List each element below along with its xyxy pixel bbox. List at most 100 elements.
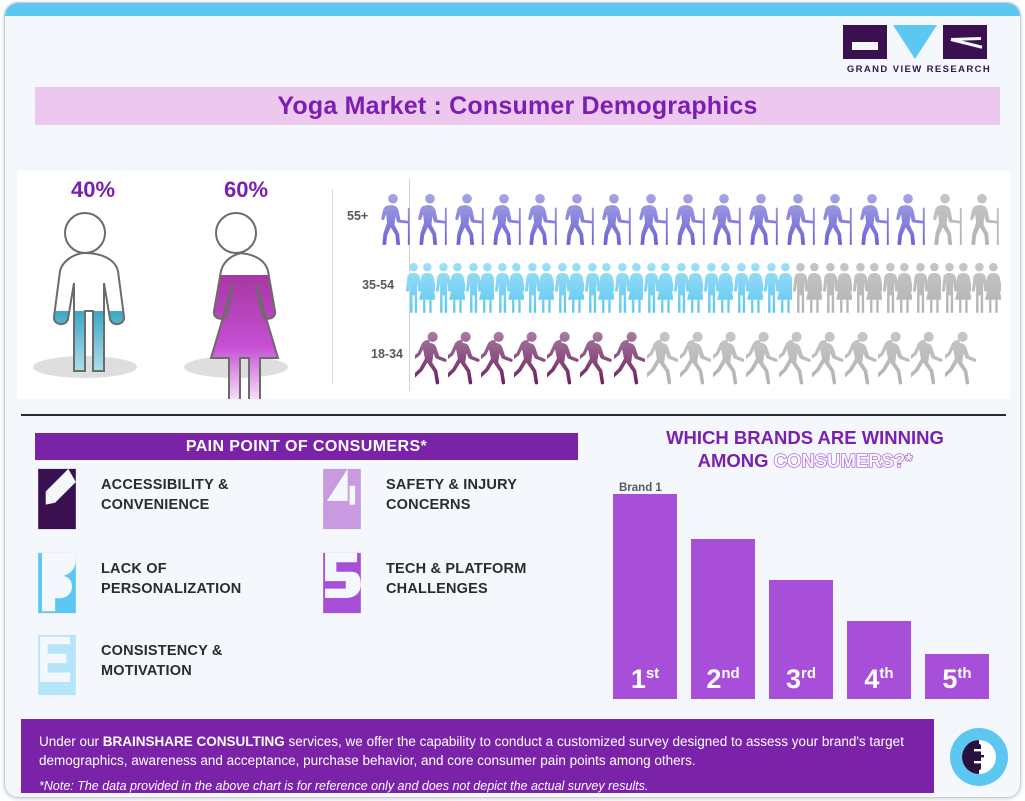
elderly-person-icon <box>970 194 999 246</box>
gender-split-figure: 40% 60% <box>17 171 325 399</box>
bar-rank-label: 5th <box>925 666 989 693</box>
couple-icon <box>435 263 465 313</box>
pain-points-heading-band: PAIN POINT OF CONSUMERS* <box>35 433 578 460</box>
pain-point-item-2: LACK OF PERSONALIZATION <box>33 551 241 615</box>
footer-text-after: services, we offer the capability to con… <box>39 734 904 769</box>
couple-icon <box>733 263 763 313</box>
couple-icon <box>406 263 435 313</box>
age-row-35-54: 35-54 <box>347 248 1002 316</box>
walking-person-icon <box>415 332 447 385</box>
couple-icon <box>882 263 912 313</box>
couple-icon <box>793 263 823 313</box>
walking-person-icon <box>878 332 910 385</box>
logo-v-icon <box>893 25 937 59</box>
logo-marks <box>843 25 995 59</box>
walking-person-icon <box>580 332 613 385</box>
pain-point-item-3: CONSISTENCY & MOTIVATION <box>33 633 223 697</box>
footer-main-text: Under our BRAINSHARE CONSULTING services… <box>39 732 916 770</box>
elderly-person-icon <box>859 194 889 246</box>
rank-number: 2 <box>706 664 722 694</box>
elderly-person-icon <box>381 194 410 246</box>
bar-4th: 4th <box>847 621 911 699</box>
age-row-label: 18-34 <box>371 347 403 361</box>
elderly-person-icon <box>675 194 705 246</box>
bar-3rd: 3rd <box>769 580 833 699</box>
elderly-person-icon <box>565 194 594 246</box>
bar-2nd: 2nd <box>691 539 755 699</box>
pain-point-label: LACK OF PERSONALIZATION <box>101 561 242 598</box>
top-accent-bar <box>5 3 1020 16</box>
brand-chart-title: WHICH BRANDS ARE WINNING AMONG CONSUMERS… <box>595 427 1015 472</box>
rank-number: 5 <box>942 664 958 694</box>
gender-icons <box>33 212 288 399</box>
brand-chart-title-line2a: AMONG <box>697 449 774 471</box>
rank-suffix: st <box>645 665 660 682</box>
couple-icon <box>525 263 555 313</box>
couple-icon <box>644 263 674 313</box>
demographics-panel: 40% 60% <box>17 171 1010 399</box>
bar-series: 1st 2nd 3rd 4th 5th <box>613 494 1003 699</box>
couple-icon <box>853 263 882 313</box>
couple-icon <box>584 263 614 313</box>
bar-1st: 1st <box>613 494 677 699</box>
couple-icon <box>614 263 644 313</box>
elderly-person-icon <box>639 194 668 246</box>
walking-person-icon <box>613 332 646 385</box>
brainshare-circle-logo <box>950 728 1008 786</box>
couple-icon <box>912 263 942 313</box>
walking-person-icon <box>514 332 546 385</box>
elderly-person-icon <box>455 194 484 246</box>
bar-rank-label: 3rd <box>769 666 833 693</box>
couple-icon <box>495 263 525 313</box>
age-row-label: 55+ <box>347 209 369 223</box>
couple-icon <box>763 263 793 313</box>
section-divider <box>21 414 1006 416</box>
brand-chart-title-line1: WHICH BRANDS ARE WINNING <box>666 427 944 448</box>
walking-person-icon <box>812 332 844 385</box>
rank-suffix: th <box>879 665 894 682</box>
elderly-person-icon <box>712 194 742 246</box>
age-row-figures <box>368 191 1006 247</box>
page-title: Yoga Market : Consumer Demographics <box>277 91 758 120</box>
logo-g-icon <box>843 25 887 59</box>
footer-disclaimer: *Note: The data provided in the above ch… <box>39 779 649 794</box>
grand-view-research-logo: GRAND VIEW RESEARCH <box>843 25 995 75</box>
rank-number: 3 <box>785 664 802 694</box>
couple-icon <box>674 263 704 313</box>
walking-person-icon <box>481 332 513 385</box>
elderly-person-icon <box>896 194 926 246</box>
pain-point-label: SAFETY & INJURY CONCERNS <box>386 477 518 514</box>
age-pictogram-chart: 55+ 35-54 18-34 <box>347 171 1002 399</box>
elderly-person-icon <box>491 194 521 246</box>
walking-person-icon <box>448 332 480 385</box>
pain-point-label: CONSISTENCY & MOTIVATION <box>101 643 223 680</box>
walking-person-icon <box>679 332 712 385</box>
pain-point-number-5 <box>318 551 370 615</box>
pain-point-item-4: SAFETY & INJURY CONCERNS <box>318 467 517 531</box>
elderly-person-icon <box>749 194 778 246</box>
pain-point-label: TECH & PLATFORM CHALLENGES <box>386 561 527 598</box>
walking-person-icon <box>646 332 679 385</box>
couple-icon <box>704 263 733 313</box>
bar-rank-label: 2nd <box>691 666 755 693</box>
walking-person-icon <box>779 332 811 385</box>
walking-person-icon <box>944 332 977 385</box>
age-row-55plus: 55+ <box>347 179 1002 247</box>
male-percent-label: 40% <box>71 177 116 202</box>
elderly-person-icon <box>786 194 815 246</box>
age-row-18-34: 18-34 <box>347 317 1002 385</box>
elderly-person-icon <box>823 194 852 246</box>
brand-chart-title-line2b: CONSUMERS?* <box>773 449 913 471</box>
age-row-figures <box>403 329 978 385</box>
bar-rank-label: 4th <box>847 666 911 693</box>
logo-wordmark: GRAND VIEW RESEARCH <box>846 64 992 75</box>
rank-suffix: nd <box>721 665 740 682</box>
couple-icon <box>465 263 495 313</box>
walking-person-icon <box>712 332 745 385</box>
elderly-person-icon <box>418 194 447 246</box>
logo-r-icon <box>943 25 987 59</box>
pain-point-number-4 <box>318 467 370 531</box>
rank-suffix: th <box>957 665 972 682</box>
pain-points-heading: PAIN POINT OF CONSUMERS* <box>185 437 428 455</box>
brand1-annotation: Brand 1 <box>619 482 662 494</box>
